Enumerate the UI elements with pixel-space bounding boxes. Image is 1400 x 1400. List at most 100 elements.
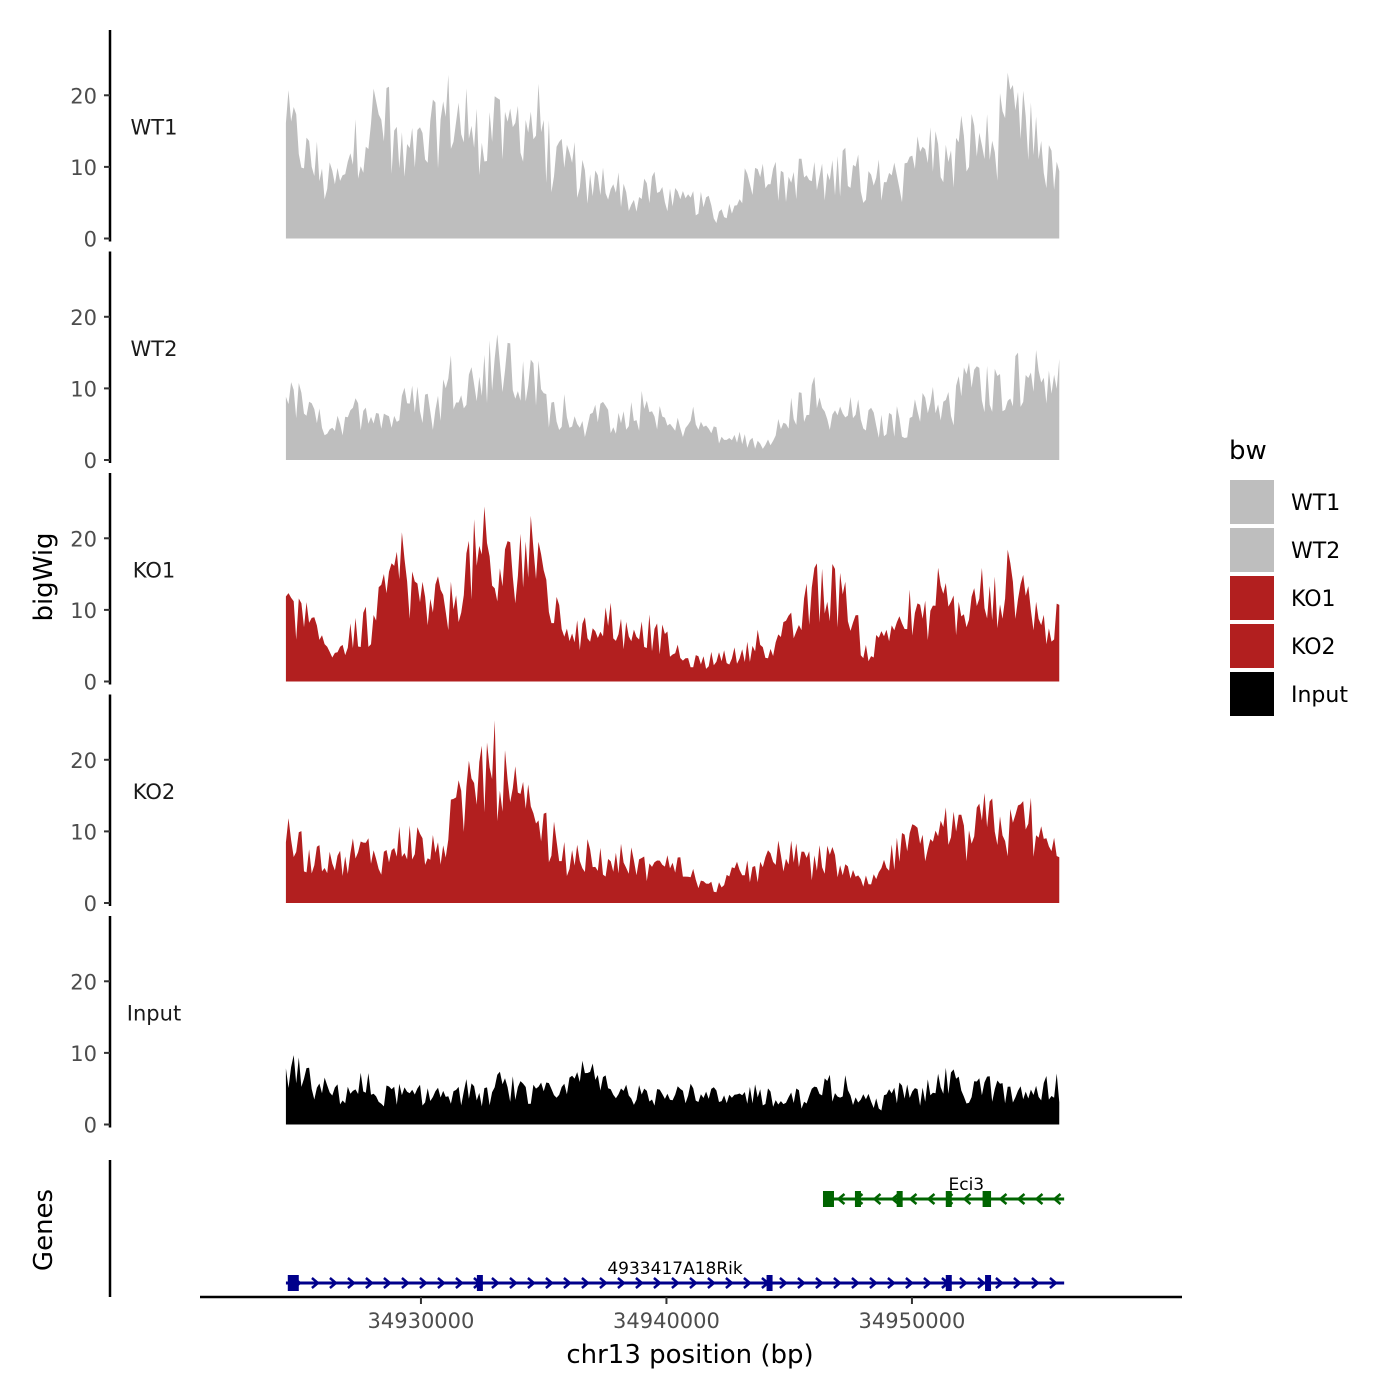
track-label: KO2 [133, 780, 176, 804]
coverage-area [285, 72, 1060, 239]
exon [945, 1275, 952, 1291]
strand-arrow [671, 1277, 680, 1289]
gene-track: Eci3 4933417A18Rik [108, 1160, 1065, 1297]
strand-arrow [1034, 1193, 1044, 1205]
strand-arrow [815, 1277, 824, 1289]
gene-label: 4933417A18Rik [607, 1259, 743, 1279]
strand-arrow [887, 1277, 896, 1289]
strand-arrow [923, 1277, 932, 1289]
strand-arrow [998, 1193, 1008, 1205]
y-tick-label: 10 [70, 820, 97, 844]
strand-arrow [926, 1193, 936, 1205]
strand-arrow [779, 1277, 788, 1289]
y-tick-label: 0 [84, 892, 97, 916]
strand-arrow [491, 1277, 500, 1289]
strand-arrow [455, 1277, 464, 1289]
y-tick-label: 10 [70, 599, 97, 623]
strand-arrow [908, 1193, 918, 1205]
genes-axis-title: Genes [29, 1189, 59, 1271]
strand-arrow [869, 1277, 878, 1289]
strand-arrow [836, 1193, 846, 1205]
legend: WT1 WT2 KO1 KO2 Input [1230, 480, 1348, 716]
strand-arrow [995, 1277, 1004, 1289]
strand-arrow [743, 1277, 752, 1289]
strand-arrow [1031, 1277, 1040, 1289]
strand-arrow [905, 1277, 914, 1289]
exon [766, 1275, 773, 1291]
strand-arrow [437, 1277, 446, 1289]
y-tick-label: 20 [70, 749, 97, 773]
strand-arrow [962, 1193, 972, 1205]
strand-arrow [401, 1277, 410, 1289]
y-tick-label: 20 [70, 306, 97, 330]
legend-swatch [1230, 576, 1274, 620]
strand-arrow [833, 1277, 842, 1289]
gene-4933417a18rik: 4933417A18Rik [285, 1259, 1065, 1291]
x-tick-label: 34930000 [368, 1309, 475, 1333]
strand-arrow [617, 1277, 626, 1289]
exon [854, 1191, 861, 1207]
track-wt2: 0 10 20 WT2 [70, 251, 1060, 473]
strand-arrow [977, 1277, 986, 1289]
strand-arrow [599, 1277, 608, 1289]
y-tick-label: 0 [84, 228, 97, 252]
legend-label: WT2 [1291, 539, 1340, 564]
x-tick-label: 34950000 [859, 1309, 966, 1333]
track-label: Input [127, 1002, 181, 1026]
x-axis: 34930000 34940000 34950000 [200, 1295, 1182, 1333]
exon [896, 1191, 903, 1207]
legend-item-input: Input [1230, 672, 1348, 716]
x-tick-label: 34940000 [613, 1309, 720, 1333]
strand-arrow [653, 1277, 662, 1289]
legend-label: WT1 [1291, 491, 1340, 516]
strand-arrow [419, 1277, 428, 1289]
legend-swatch [1230, 480, 1274, 524]
strand-arrow [1013, 1277, 1022, 1289]
legend-title: bw [1229, 436, 1267, 466]
strand-arrow [383, 1277, 392, 1289]
strand-arrow [872, 1193, 882, 1205]
y-tick-label: 0 [84, 449, 97, 473]
strand-arrow [689, 1277, 698, 1289]
strand-arrow [1052, 1193, 1062, 1205]
legend-item-wt2: WT2 [1230, 528, 1340, 572]
strand-arrow [329, 1277, 338, 1289]
coverage-area [285, 506, 1060, 682]
exon [985, 1191, 992, 1207]
track-label: KO1 [133, 559, 176, 583]
y-tick-label: 10 [70, 1042, 97, 1066]
strand-arrow [563, 1277, 572, 1289]
legend-swatch [1230, 528, 1274, 572]
strand-arrow [545, 1277, 554, 1289]
track-ko1: 0 10 20 KO1 [70, 473, 1060, 695]
strand-arrow [851, 1277, 860, 1289]
strand-arrow [725, 1277, 734, 1289]
exon [945, 1191, 952, 1207]
legend-swatch [1230, 624, 1274, 668]
y-axis-title: bigWig [29, 532, 59, 621]
y-tick-label: 10 [70, 156, 97, 180]
legend-item-ko1: KO1 [1230, 576, 1336, 620]
legend-label: Input [1291, 683, 1348, 708]
strand-arrow [347, 1277, 356, 1289]
y-tick-label: 20 [70, 84, 97, 108]
strand-arrow [509, 1277, 518, 1289]
y-tick-label: 20 [70, 527, 97, 551]
track-input: 0 10 20 Input [70, 916, 1060, 1138]
legend-label: KO2 [1291, 635, 1336, 660]
exon [287, 1275, 299, 1291]
x-axis-title: chr13 position (bp) [566, 1340, 813, 1370]
coverage-area [285, 334, 1060, 460]
coverage-tracks: 0 10 20 WT1 0 10 20 WT2 0 10 20 KO1 0 10 20 KO2 0 10 20 Inp… [70, 30, 1060, 1138]
exon [476, 1275, 483, 1291]
strand-arrow [527, 1277, 536, 1289]
legend-item-wt1: WT1 [1230, 480, 1340, 524]
coverage-area [285, 720, 1060, 903]
exon [985, 1275, 992, 1291]
legend-swatch [1230, 672, 1274, 716]
exon [822, 1191, 834, 1207]
gene-label: Eci3 [948, 1175, 984, 1195]
strand-arrow [1049, 1277, 1058, 1289]
y-tick-label: 0 [84, 1114, 97, 1138]
